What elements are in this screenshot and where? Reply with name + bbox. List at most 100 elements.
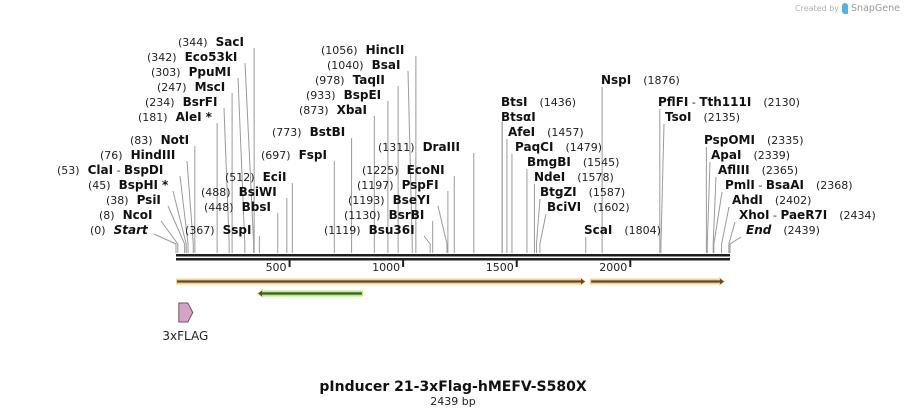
enzyme-label-ndei[interactable]: NdeI (1578) <box>534 170 614 184</box>
enzyme-label-noti[interactable]: (83) NotI <box>130 133 189 147</box>
cut-site-line-bsu36i <box>423 235 431 253</box>
backbone-top-strand <box>176 254 730 257</box>
enzyme-label-bsrbi[interactable]: (1130) BsrBI <box>344 208 424 222</box>
cut-site-line-bsphi <box>172 190 187 253</box>
enzyme-label-bmgbi[interactable]: BmgBI (1545) <box>527 155 619 169</box>
enzyme-name: AfeI <box>508 125 535 139</box>
cut-site-line-start <box>153 233 177 253</box>
enzyme-label-bstbi[interactable]: (773) BstBI <box>272 125 345 139</box>
feature-green-arrow[interactable] <box>257 289 363 298</box>
enzyme-label-bbsi[interactable]: (448) BbsI <box>204 200 271 214</box>
cut-position: (38) <box>106 194 129 207</box>
enzyme-label-bcivi[interactable]: BciVI (1602) <box>547 200 630 214</box>
enzyme-labels: (0) Start(8) NcoI(38) PsiI (45) BspHI * (53) Cla… <box>57 35 876 237</box>
enzyme-label-clai[interactable]: (53) ClaI - BspDI <box>57 163 163 177</box>
enzyme-name: BmgBI <box>527 155 571 169</box>
arrow-right-icon <box>720 278 725 285</box>
enzyme-label-pflfi[interactable]: PflFI - Tth111I (2130) <box>658 95 800 109</box>
enzyme-label-econi[interactable]: (1225) EcoNI <box>362 163 445 177</box>
enzyme-label-bsrfi[interactable]: (234) BsrFI <box>145 95 217 109</box>
enzyme-label-bsiwi[interactable]: (488) BsiWI <box>201 185 277 199</box>
enzyme-name: DraIII <box>423 140 460 154</box>
enzyme-label-nspi[interactable]: NspI (1876) <box>601 73 680 87</box>
enzyme-label-psii[interactable]: (38) PsiI <box>106 193 161 207</box>
enzyme-name: PspOMI <box>704 133 755 147</box>
scale-tick <box>288 260 291 267</box>
enzyme-name: BsrBI <box>389 208 425 222</box>
enzyme-label-ppumi[interactable]: (303) PpuMI <box>151 65 231 79</box>
enzyme-name: HincII <box>366 43 405 57</box>
feature-orange-arrow-2[interactable] <box>590 277 726 286</box>
cut-position: (2402) <box>775 194 812 207</box>
enzyme-marker: * <box>162 178 169 192</box>
enzyme-label-xbai[interactable]: (873) XbaI <box>299 103 367 117</box>
enzyme-label-ecii[interactable]: (512) EciI <box>225 170 286 184</box>
enzyme-label-ahdi[interactable]: AhdI (2402) <box>732 193 811 207</box>
feature-orange-arrow-1[interactable] <box>176 277 586 286</box>
cut-position: (1130) <box>344 209 381 222</box>
cut-position: (978) <box>315 74 345 87</box>
cut-position: (1876) <box>643 74 680 87</box>
dna-backbone[interactable] <box>176 254 730 261</box>
enzyme-label-pmli[interactable]: PmlI - BsaAI (2368) <box>725 178 853 192</box>
cut-position: (344) <box>178 36 208 49</box>
enzyme-name: PaqCI <box>515 140 553 154</box>
enzyme-label-taqii[interactable]: (978) TaqII <box>315 73 385 87</box>
scale-tick <box>515 260 518 267</box>
enzyme-label-btgzi[interactable]: BtgZI (1587) <box>540 185 625 199</box>
cut-position: (367) <box>185 224 215 237</box>
enzyme-label-msci[interactable]: (247) MscI <box>157 80 225 94</box>
enzyme-label-bspei[interactable]: (933) BspEI <box>306 88 381 102</box>
enzyme-label-paqci[interactable]: PaqCI (1479) <box>515 140 602 154</box>
enzyme-label-xhoi[interactable]: XhoI - PaeR7I (2434) <box>739 208 876 222</box>
cut-position: (933) <box>306 89 336 102</box>
snapgene-branding: Created by SnapGene <box>795 1 900 15</box>
enzyme-name: BtsαI <box>501 110 536 124</box>
enzyme-label-pspfi[interactable]: (1197) PspFI <box>357 178 439 192</box>
enzyme-label-apai[interactable]: ApaI (2339) <box>711 148 790 162</box>
feature-arrow-icon <box>178 302 194 323</box>
enzyme-label-hindiii[interactable]: (76) HindIII <box>100 148 175 162</box>
enzyme-label-eco53ki[interactable]: (342) Eco53kI <box>147 50 237 64</box>
enzyme-label-tsoi[interactable]: TsoI (2135) <box>665 110 740 124</box>
enzyme-label-draiii[interactable]: (1311) DraIII <box>378 140 460 154</box>
cut-position: (488) <box>201 186 231 199</box>
cut-site-line-hindiii <box>186 160 194 253</box>
feature-label: 3xFLAG <box>162 329 208 343</box>
enzyme-label-start[interactable]: (0) Start <box>90 223 149 237</box>
scale-tick-label: 1500 <box>486 261 514 274</box>
cut-position: (1040) <box>327 59 364 72</box>
enzyme-label-ncoi[interactable]: (8) NcoI <box>99 208 152 222</box>
enzyme-label-sspi[interactable]: (367) SspI <box>185 223 251 237</box>
enzyme-label-bsu36i[interactable]: (1119) Bsu36I <box>324 223 415 237</box>
enzyme-label-scai[interactable]: ScaI (1804) <box>584 223 661 237</box>
enzyme-name: EciI <box>263 170 287 184</box>
cut-position: (1479) <box>565 141 602 154</box>
alias-separator: - <box>113 164 124 177</box>
cut-position: (2135) <box>703 111 740 124</box>
enzyme-name: BbsI <box>242 200 271 214</box>
enzyme-name: NotI <box>161 133 190 147</box>
enzyme-label-btsi[interactable]: BtsI (1436) <box>501 95 576 109</box>
enzyme-label-end[interactable]: End (2439) <box>746 223 820 237</box>
enzyme-label-bseyi[interactable]: (1193) BseYI <box>348 193 430 207</box>
enzyme-label-fspi[interactable]: (697) FspI <box>261 148 327 162</box>
cut-position: (1804) <box>624 224 661 237</box>
enzyme-label-afliii[interactable]: AflIII (2365) <box>718 163 798 177</box>
enzyme-label-pspomi[interactable]: PspOMI (2335) <box>704 133 804 147</box>
cut-position: (773) <box>272 126 302 139</box>
enzyme-label-saci[interactable]: (344) SacI <box>178 35 244 49</box>
scale-tick <box>629 260 632 267</box>
cut-position: (512) <box>225 171 255 184</box>
enzyme-label-alei[interactable]: (181) AleI * <box>138 110 213 124</box>
enzyme-label-bsphi[interactable]: (45) BspHI * <box>88 178 169 192</box>
enzyme-label-bsai[interactable]: (1040) BsaI <box>327 58 400 72</box>
enzyme-label-btsi[interactable]: BtsαI <box>501 110 536 124</box>
arrow-right-icon <box>580 278 585 285</box>
cut-position: (181) <box>138 111 168 124</box>
cut-site-line-ahdi <box>721 206 730 253</box>
feature-3xflag[interactable]: 3xFLAG <box>162 302 208 343</box>
enzyme-label-hincii[interactable]: (1056) HincII <box>321 43 404 57</box>
enzyme-label-afei[interactable]: AfeI (1457) <box>508 125 584 139</box>
